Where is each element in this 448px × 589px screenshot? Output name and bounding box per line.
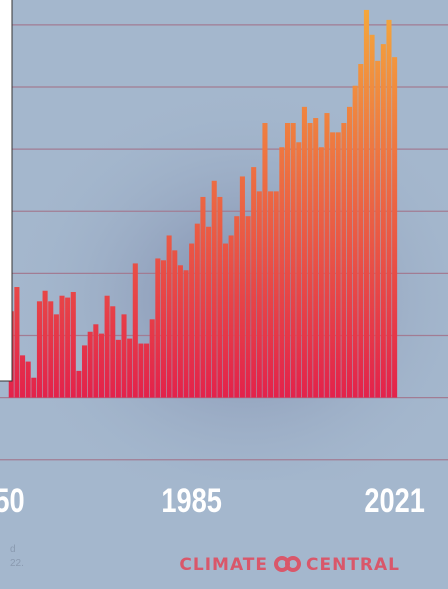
bar — [149, 319, 155, 398]
bar — [59, 295, 65, 398]
bar — [363, 9, 369, 398]
bar — [290, 123, 296, 398]
bar — [42, 290, 48, 398]
bar — [256, 191, 262, 398]
bar — [392, 57, 398, 398]
bar — [346, 106, 353, 398]
bar — [98, 333, 105, 398]
bar — [245, 216, 251, 398]
brand-logo — [274, 556, 301, 572]
footnote: d — [10, 544, 16, 555]
bar — [172, 250, 178, 398]
bar — [177, 265, 183, 398]
bar — [127, 338, 133, 398]
bar — [31, 377, 37, 398]
bar — [211, 180, 217, 398]
bar — [301, 106, 307, 398]
bar — [262, 123, 268, 398]
bar — [307, 123, 313, 398]
bar — [296, 142, 302, 398]
bar — [93, 324, 99, 398]
bar — [76, 370, 82, 398]
bar — [194, 223, 200, 398]
bar — [53, 314, 59, 398]
bar — [330, 132, 336, 398]
bar — [110, 306, 116, 398]
bar — [324, 113, 330, 398]
bar — [200, 196, 206, 398]
bar — [318, 147, 324, 398]
bar — [138, 343, 144, 398]
bar — [65, 297, 71, 398]
bar — [14, 287, 20, 398]
x-tick-label: 1950 — [0, 481, 25, 520]
bar — [234, 216, 240, 398]
bar — [121, 314, 127, 398]
bar — [222, 243, 229, 398]
bar — [144, 343, 150, 398]
bar — [48, 301, 54, 398]
bar — [352, 85, 358, 398]
bar — [380, 44, 386, 398]
bar — [87, 331, 93, 398]
bar — [268, 191, 274, 398]
bar — [70, 291, 76, 398]
bar — [132, 263, 138, 398]
bar — [166, 235, 172, 398]
bar — [183, 270, 189, 398]
bar — [155, 258, 161, 398]
x-tick-label: 2021 — [364, 481, 424, 520]
brand: CLIMATE — [179, 555, 268, 575]
brand: CENTRAL — [306, 555, 400, 575]
bar — [358, 63, 364, 398]
bar — [239, 176, 245, 398]
bar — [36, 301, 42, 398]
bar — [104, 295, 110, 398]
side-panel — [0, 0, 13, 382]
bar — [386, 19, 392, 398]
x-tick-label: 1985 — [161, 481, 221, 520]
bar — [228, 235, 234, 398]
bar — [25, 361, 31, 398]
bar — [217, 196, 223, 398]
bar — [160, 260, 167, 398]
bar — [115, 339, 121, 398]
bar — [189, 243, 195, 398]
bar — [273, 191, 279, 398]
bar — [251, 167, 257, 398]
bar — [284, 123, 291, 398]
bar — [335, 132, 341, 398]
bar — [82, 345, 88, 398]
bar — [206, 226, 212, 398]
bar — [279, 147, 285, 398]
bar — [375, 60, 381, 398]
bar — [369, 34, 375, 398]
bar — [313, 118, 319, 398]
bar — [341, 123, 347, 398]
bar — [20, 355, 26, 398]
footnote: 22. — [10, 558, 24, 569]
